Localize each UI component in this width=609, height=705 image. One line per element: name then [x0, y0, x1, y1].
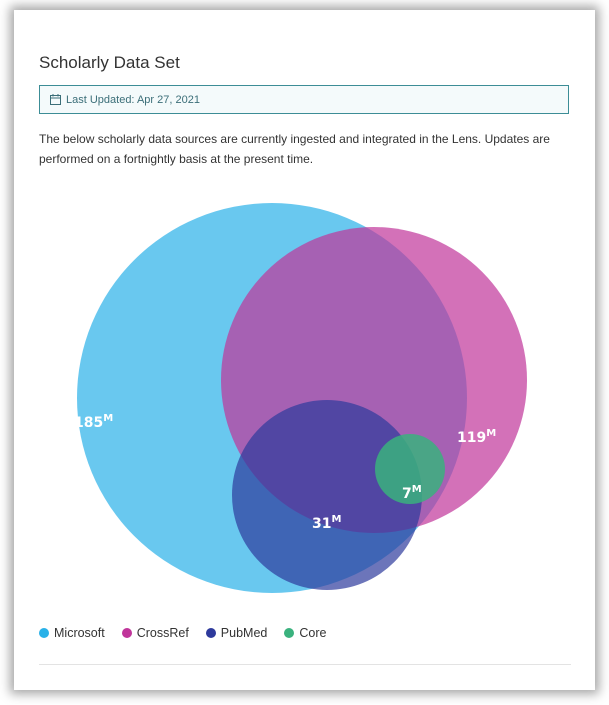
divider: [39, 664, 571, 665]
microsoft-value-label: 185M: [74, 413, 113, 431]
legend-item-core[interactable]: Core: [284, 626, 326, 640]
screenshot-frame: Scholarly Data Set Last Updated: Apr 27,…: [14, 10, 595, 690]
legend-label: CrossRef: [136, 626, 189, 640]
description-text: The below scholarly data sources are cur…: [39, 132, 550, 166]
scholarly-data-card: Scholarly Data Set Last Updated: Apr 27,…: [36, 28, 571, 668]
legend-item-pubmed[interactable]: PubMed: [205, 626, 268, 640]
legend-label: Core: [299, 626, 327, 640]
legend-dot-icon: [121, 628, 132, 638]
last-updated-bar: Last Updated: Apr 27, 2021: [39, 85, 569, 114]
crossref-value-label: 119M: [457, 428, 496, 446]
pubmed-circle[interactable]: [232, 400, 422, 590]
last-updated-text: Last Updated: Apr 27, 2021: [66, 93, 200, 106]
legend-label: Microsoft: [54, 626, 105, 640]
calendar-icon: [50, 94, 61, 105]
legend-item-microsoft[interactable]: Microsoft: [39, 626, 105, 640]
legend-dot-icon: [284, 628, 295, 638]
venn-diagram: 185M 119M 31M 7M: [74, 203, 527, 593]
legend: Microsoft CrossRef PubMed Core: [39, 626, 343, 640]
card-title: Scholarly Data Set: [39, 53, 180, 72]
legend-item-crossref[interactable]: CrossRef: [121, 626, 189, 640]
pubmed-value-label: 31M: [312, 514, 341, 532]
core-value-label: 7M: [402, 484, 422, 502]
legend-dot-icon: [39, 628, 49, 638]
legend-dot-icon: [205, 628, 216, 638]
core-circle[interactable]: [375, 434, 445, 504]
legend-label: PubMed: [220, 626, 268, 640]
